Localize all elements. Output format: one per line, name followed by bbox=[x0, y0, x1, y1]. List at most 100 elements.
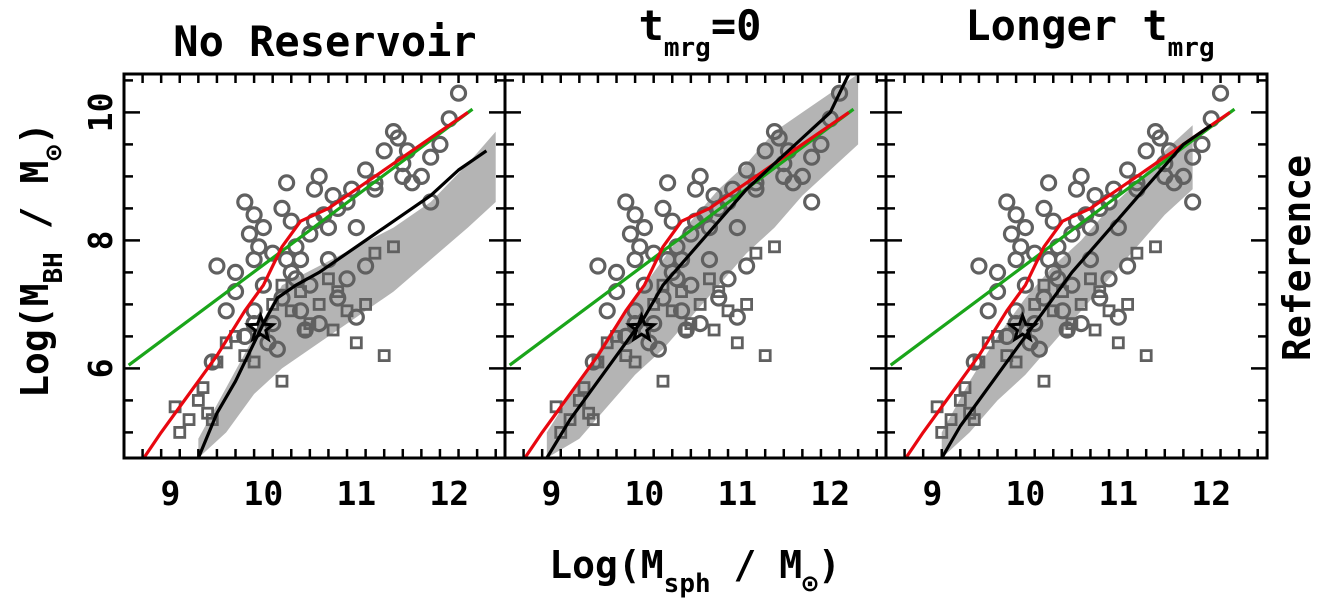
data-point-circle bbox=[1035, 199, 1053, 217]
data-point-square bbox=[707, 323, 721, 337]
data-point-circle bbox=[626, 251, 644, 269]
data-point-square bbox=[1088, 323, 1102, 337]
panel-title-0: No Reservoir bbox=[173, 17, 476, 66]
data-point-circle bbox=[449, 84, 468, 102]
data-point-square bbox=[1009, 355, 1023, 369]
data-point-circle bbox=[598, 302, 616, 320]
data-point-square bbox=[1037, 374, 1051, 388]
data-point-circle bbox=[1137, 142, 1155, 160]
data-point-circle bbox=[700, 251, 719, 269]
data-point-square bbox=[749, 246, 763, 260]
data-point-circle bbox=[310, 315, 328, 333]
data-point-square bbox=[182, 413, 196, 427]
data-point-square bbox=[586, 413, 600, 427]
data-point-square bbox=[340, 304, 354, 318]
x-tick-label: 12 bbox=[429, 474, 469, 513]
data-point-circle bbox=[1072, 167, 1090, 185]
panel-title-2: Longer tmrg bbox=[965, 1, 1214, 63]
data-point-circle bbox=[291, 251, 310, 269]
data-point-circle bbox=[626, 206, 644, 224]
data-point-circle bbox=[635, 276, 653, 294]
data-point-circle bbox=[208, 257, 226, 275]
data-point-circle bbox=[236, 193, 254, 211]
star-marker bbox=[244, 311, 278, 343]
data-point-square bbox=[944, 413, 958, 427]
data-point-circle bbox=[1193, 135, 1211, 153]
data-point-circle bbox=[998, 193, 1016, 211]
data-point-square bbox=[1093, 285, 1107, 299]
data-point-circle bbox=[988, 263, 1007, 281]
x-tick-label: 11 bbox=[1098, 474, 1138, 513]
red-relation-line bbox=[903, 111, 1231, 458]
data-point-circle bbox=[672, 302, 691, 320]
black-model-line bbox=[196, 149, 488, 458]
star-marker bbox=[625, 311, 659, 343]
data-point-square bbox=[312, 297, 326, 311]
data-point-square bbox=[758, 349, 772, 363]
data-point-circle bbox=[1151, 129, 1169, 147]
x-tick-label: 10 bbox=[625, 474, 665, 513]
data-point-circle bbox=[357, 161, 375, 179]
data-point-circle bbox=[691, 167, 709, 185]
black-model-line bbox=[940, 123, 1213, 458]
data-point-square bbox=[740, 297, 754, 311]
data-point-circle bbox=[245, 206, 263, 224]
data-point-square bbox=[1139, 349, 1153, 363]
data-point-square bbox=[275, 278, 289, 292]
data-point-square bbox=[359, 297, 373, 311]
data-point-circle bbox=[338, 270, 356, 288]
data-point-circle bbox=[649, 340, 667, 358]
data-point-square bbox=[1037, 278, 1051, 292]
data-point-circle bbox=[273, 199, 291, 217]
data-point-circle bbox=[589, 257, 607, 275]
plot-area bbox=[508, 74, 859, 458]
data-point-circle bbox=[226, 263, 245, 281]
data-point-square bbox=[191, 393, 205, 407]
data-point-circle bbox=[617, 193, 635, 211]
data-point-circle bbox=[278, 174, 296, 192]
x-tick-label: 9 bbox=[542, 474, 562, 513]
model-scatter-band bbox=[198, 131, 496, 458]
data-point-square bbox=[298, 323, 312, 337]
data-point-square bbox=[679, 323, 693, 337]
data-point-square bbox=[173, 425, 187, 439]
data-point-circle bbox=[812, 135, 830, 153]
data-point-circle bbox=[240, 225, 259, 243]
data-point-circle bbox=[1040, 251, 1058, 269]
data-point-circle bbox=[803, 193, 821, 211]
data-point-circle bbox=[621, 225, 640, 243]
data-point-square bbox=[721, 304, 735, 318]
data-point-circle bbox=[1072, 315, 1090, 333]
x-tick-label: 10 bbox=[244, 474, 284, 513]
data-point-circle bbox=[830, 84, 849, 102]
data-point-square bbox=[703, 272, 716, 286]
panel-no-reservoir: No Reservoir 9 10 11 12 6 8 10 bbox=[81, 17, 507, 513]
data-point-circle bbox=[654, 199, 672, 217]
data-point-circle bbox=[347, 308, 365, 326]
data-point-circle bbox=[607, 263, 626, 281]
plot-frame bbox=[884, 72, 1269, 460]
data-point-square bbox=[935, 425, 949, 439]
data-point-square bbox=[675, 285, 688, 299]
data-point-circle bbox=[254, 219, 272, 237]
panel-longer-tmrg: Longer tmrg 9 10 11 12 bbox=[884, 1, 1269, 513]
data-point-circle bbox=[756, 142, 774, 160]
black-model-line bbox=[545, 74, 851, 458]
data-point-circle bbox=[710, 289, 728, 307]
y-tick-label: 10 bbox=[81, 93, 120, 133]
data-point-square bbox=[953, 393, 967, 407]
data-point-square bbox=[275, 374, 289, 388]
data-point-square bbox=[563, 413, 577, 427]
data-point-circle bbox=[775, 167, 793, 185]
data-point-circle bbox=[329, 289, 347, 307]
data-point-circle bbox=[1044, 212, 1062, 230]
data-point-circle bbox=[663, 212, 681, 230]
x-tick-label: 9 bbox=[923, 474, 943, 513]
data-point-circle bbox=[803, 148, 821, 166]
data-point-square bbox=[1084, 272, 1097, 286]
data-point-circle bbox=[375, 142, 393, 160]
data-point-circle bbox=[1109, 308, 1127, 326]
data-point-circle bbox=[1119, 161, 1137, 179]
data-point-circle bbox=[1007, 206, 1025, 224]
